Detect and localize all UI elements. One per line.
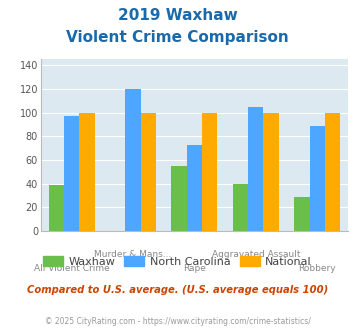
Text: Rape: Rape xyxy=(183,264,206,273)
Bar xyxy=(294,197,310,231)
Bar xyxy=(202,113,217,231)
Bar xyxy=(263,113,279,231)
Text: Compared to U.S. average. (U.S. average equals 100): Compared to U.S. average. (U.S. average … xyxy=(27,285,328,295)
Bar xyxy=(325,113,340,231)
Bar xyxy=(49,185,64,231)
Bar xyxy=(310,126,325,231)
Bar xyxy=(141,113,156,231)
Bar xyxy=(187,145,202,231)
Bar xyxy=(171,166,187,231)
Bar xyxy=(233,184,248,231)
Bar xyxy=(248,107,263,231)
Text: Robbery: Robbery xyxy=(299,264,336,273)
Text: 2019 Waxhaw: 2019 Waxhaw xyxy=(118,8,237,23)
Text: © 2025 CityRating.com - https://www.cityrating.com/crime-statistics/: © 2025 CityRating.com - https://www.city… xyxy=(45,317,310,326)
Text: Violent Crime Comparison: Violent Crime Comparison xyxy=(66,30,289,45)
Bar xyxy=(79,113,94,231)
Text: Aggravated Assault: Aggravated Assault xyxy=(212,250,300,259)
Text: All Violent Crime: All Violent Crime xyxy=(34,264,109,273)
Legend: Waxhaw, North Carolina, National: Waxhaw, North Carolina, National xyxy=(39,251,316,271)
Bar xyxy=(125,89,141,231)
Bar xyxy=(64,116,79,231)
Text: Murder & Mans...: Murder & Mans... xyxy=(94,250,171,259)
